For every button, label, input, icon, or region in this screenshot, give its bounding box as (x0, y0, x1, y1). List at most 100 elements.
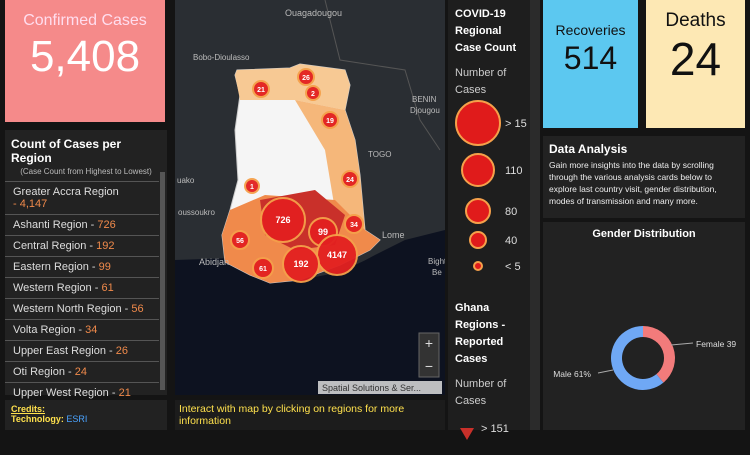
place-label: Bight (428, 257, 445, 266)
bubble-label: 21 (257, 87, 265, 94)
legend-label: 40 (505, 235, 517, 247)
legend-title: COVID-19 Regional Case Count (455, 8, 517, 54)
place-label: uako (177, 176, 195, 185)
region-name: Oti Region - (13, 366, 72, 378)
place-label: Ouagadougou (285, 8, 342, 18)
bubble-label: 2 (311, 91, 315, 98)
region-row[interactable]: Greater Accra Region - 4,147 (5, 181, 159, 214)
panel-subtitle: (Case Count from Highest to Lowest) (20, 167, 152, 176)
region-row[interactable]: Western North Region - 56 (5, 298, 159, 319)
region-row[interactable]: Western Region - 61 (5, 277, 159, 298)
donut-slice[interactable] (643, 326, 675, 383)
case-bubble[interactable] (297, 68, 315, 86)
map[interactable]: Ouagadougou Bobo-Dioulasso BENIN Djougou TOG… (175, 0, 445, 395)
case-bubble[interactable] (252, 257, 274, 279)
zoom-out[interactable]: − (425, 358, 433, 374)
card-title: Data Analysis (549, 142, 628, 156)
region-name: Ashanti Region - (13, 219, 95, 231)
case-bubble[interactable] (260, 197, 306, 243)
bubble-label: 34 (350, 222, 358, 229)
attribution: Spatial Solutions & Ser... (322, 383, 421, 393)
deaths-card: Deaths 24 (646, 0, 745, 128)
case-bubble[interactable] (321, 111, 339, 129)
east-regions[interactable] (295, 100, 365, 230)
rows: Greater Accra Region - 4,147 Ashanti Regi… (5, 181, 167, 403)
region-name: Central Region - (13, 240, 94, 252)
region-count: 192 (96, 240, 115, 252)
legend-label: 110 (505, 165, 523, 177)
place-label: Be (432, 268, 442, 277)
region-count: 99 (98, 261, 111, 273)
card-value: 514 (563, 40, 618, 76)
card-value: 24 (669, 33, 722, 85)
leader-line (597, 369, 614, 374)
legend-subtitle: Number of Cases (455, 378, 507, 407)
legend-label: 80 (505, 206, 517, 218)
region-count: - 4,147 (13, 198, 48, 210)
donut-slice[interactable] (611, 326, 664, 390)
north-regions[interactable] (235, 64, 350, 110)
scrollbar[interactable] (530, 0, 540, 430)
legend-symbol (465, 198, 491, 224)
region-name: Greater Accra Region (13, 186, 119, 198)
place-label: Djougou (410, 106, 440, 115)
case-bubble[interactable] (341, 170, 359, 188)
legend-title: Ghana Regions - Reported Cases (455, 302, 506, 365)
region-name: Volta Region - (13, 324, 83, 336)
region-row[interactable]: Eastern Region - 99 (5, 256, 159, 277)
card-label: Deaths (665, 10, 726, 31)
bubble-label: 192 (293, 259, 308, 269)
case-bubble[interactable] (230, 230, 250, 250)
region-row[interactable]: Oti Region - 24 (5, 361, 159, 382)
bubble-label: 56 (236, 238, 244, 245)
region-count: 34 (85, 324, 98, 336)
region-name: Western North Region - (13, 303, 129, 315)
bubble-label: 26 (302, 75, 310, 82)
leader-line (670, 342, 694, 346)
case-bubble[interactable] (252, 80, 270, 98)
case-bubble[interactable] (244, 178, 260, 194)
bubble-label: 726 (275, 215, 290, 225)
legend-label: > 151 (481, 423, 509, 435)
bubbles: 26 2 21 19 1 24 726 99 34 56 4147 192 61 (230, 68, 364, 283)
legend-symbol (455, 100, 501, 146)
place-label: Abidjan (199, 257, 229, 267)
zoom-in[interactable]: + (425, 335, 433, 351)
legend-symbol (461, 153, 495, 187)
slice-label: Female 39 (696, 339, 736, 349)
case-bubble[interactable] (282, 245, 320, 283)
legend-symbols: > 15 110 80 40 < 5 (455, 100, 527, 273)
region-row[interactable]: Upper West Region - 21 (5, 382, 159, 403)
region-row[interactable]: Upper East Region - 26 (5, 340, 159, 361)
slice-label: Male 61% (553, 369, 591, 379)
place-label: BENIN (412, 95, 437, 104)
region-name: Upper East Region - (13, 345, 113, 357)
credits-link[interactable]: ESRI (66, 414, 88, 424)
place-label: oussoukro (178, 208, 215, 217)
region-count: 26 (115, 345, 128, 357)
credits-title: Credits: (11, 404, 46, 414)
place-label: Lome (382, 230, 405, 240)
recoveries-card: Recoveries 514 (543, 0, 638, 128)
bubble-label: 1 (250, 184, 254, 191)
card-label: Recoveries (555, 22, 626, 38)
attribution-bg (318, 381, 442, 394)
region-name: Western Region - (13, 282, 99, 294)
credits: Credits: Technology: ESRI (5, 400, 167, 430)
case-bubble[interactable] (305, 85, 321, 101)
border (324, 0, 441, 151)
region-row[interactable]: Central Region - 192 (5, 235, 159, 256)
confirmed-card: Confirmed Cases 5,408 (5, 0, 165, 122)
place-label: TOGO (368, 150, 391, 159)
region-row[interactable]: Volta Region - 34 (5, 319, 159, 340)
map-hint: Interact with map by clicking on regions… (175, 400, 445, 430)
region-row[interactable]: Ashanti Region - 726 (5, 214, 159, 235)
donut-chart: Female 39 Male 61% (553, 326, 736, 390)
scrollbar[interactable] (160, 172, 165, 390)
legend: COVID-19 Regional Case Count Number of C… (448, 0, 530, 440)
panel-title: Count of Cases per Region (11, 137, 122, 165)
card-text: Gain more insights into the data by scro… (549, 160, 717, 206)
bubble-label: 19 (326, 118, 334, 125)
analysis-card: Data Analysis Gain more insights into th… (543, 136, 745, 218)
case-bubble[interactable] (344, 214, 364, 234)
